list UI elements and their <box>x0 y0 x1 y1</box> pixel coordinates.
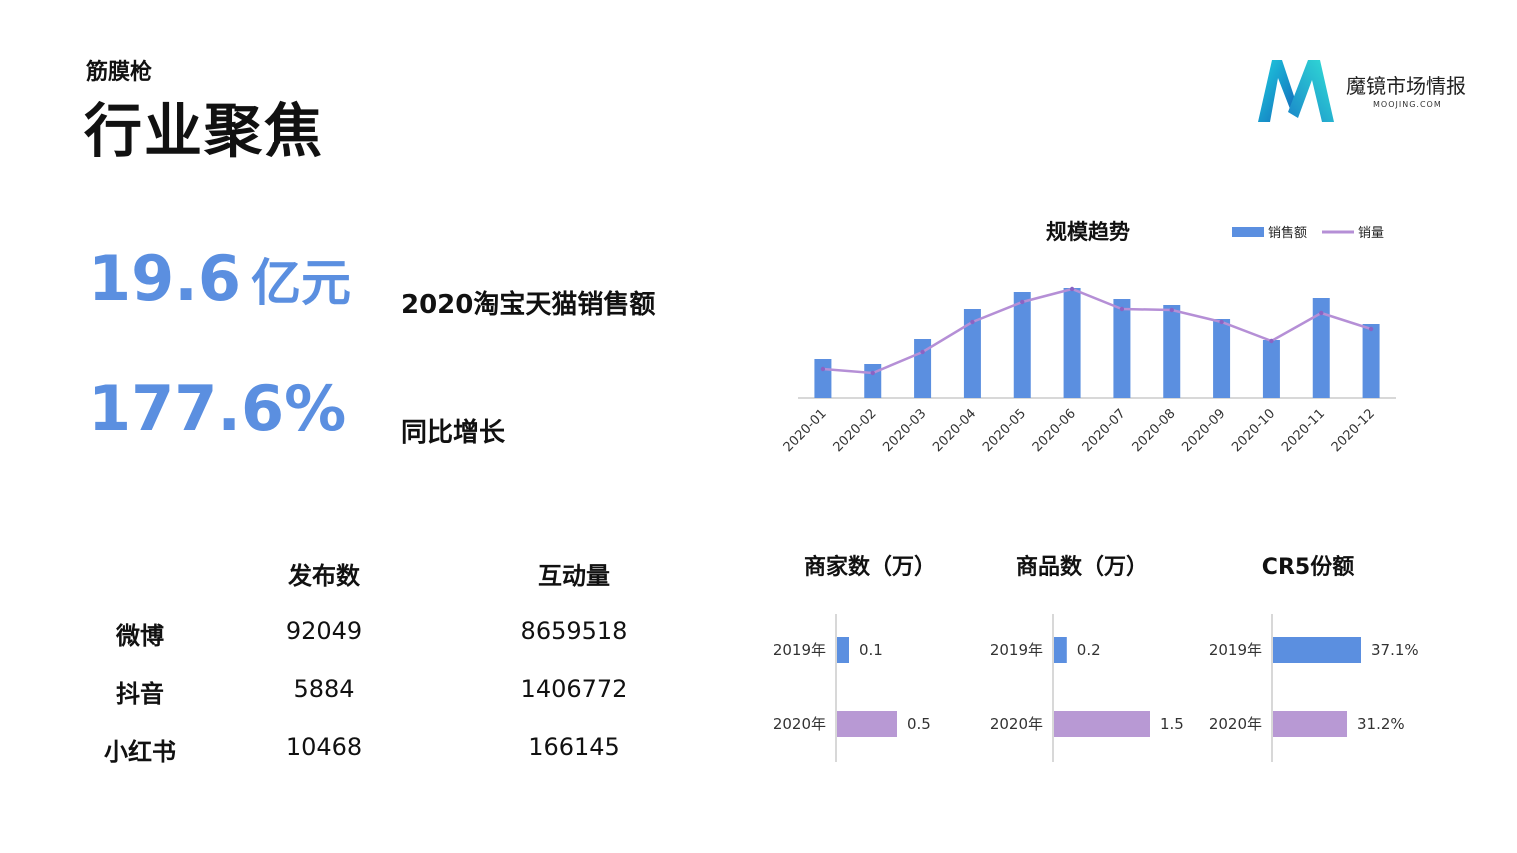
table-row-xiaohongshu-posts: 10468 <box>285 733 363 761</box>
trend-point-7 <box>1119 306 1125 312</box>
value-label-products-1: 0.2 <box>1077 641 1101 659</box>
bar-cr5-2 <box>1273 711 1348 737</box>
trend-point-5 <box>1020 299 1025 305</box>
trend-tick-4: 2020-04 <box>930 406 979 455</box>
trend-point-9 <box>1219 319 1224 325</box>
trend-bar-9 <box>1213 319 1231 398</box>
trend-point-8 <box>1169 307 1174 313</box>
bar-merchants-1 <box>837 637 849 663</box>
table-header-posts: 发布数 <box>288 562 360 590</box>
category-label-cr5-1: 2019年 <box>1209 641 1262 659</box>
trend-bar-11 <box>1312 298 1330 398</box>
trend-point-4 <box>970 319 975 325</box>
table-header-interactions: 互动量 <box>538 562 610 590</box>
trend-tick-6: 2020-06 <box>1030 406 1079 455</box>
category-label-products-1: 2019年 <box>990 641 1043 659</box>
table-row-douyin-interactions: 1406772 <box>520 675 628 703</box>
kpi-sales-number: 19.6 <box>88 242 241 315</box>
value-label-cr5-2: 31.2% <box>1357 715 1405 733</box>
bar-merchants-2 <box>837 711 897 737</box>
legend-line-label: 销量 <box>1358 226 1384 241</box>
table-row-douyin-name: 抖音 <box>116 680 164 708</box>
trend-tick-7: 2020-07 <box>1080 406 1129 455</box>
trend-bar-12 <box>1362 324 1380 398</box>
kpi-growth-label: 同比增长 <box>401 418 506 448</box>
trend-bar-7 <box>1113 299 1131 398</box>
trend-tick-12: 2020-12 <box>1329 406 1378 455</box>
logo-domain: MOOJING.COM <box>1373 100 1442 109</box>
trend-point-2 <box>870 370 875 376</box>
table-row-douyin-posts: 5884 <box>293 675 355 703</box>
chart-title-cr5: CR5份额 <box>1262 555 1354 580</box>
bar-products-1 <box>1054 637 1067 663</box>
value-label-merchants-2: 0.5 <box>907 715 931 733</box>
trend-bar-2 <box>864 364 882 398</box>
logo-name: 魔镜市场情报 <box>1346 74 1466 98</box>
category-label-merchants-1: 2019年 <box>773 641 826 659</box>
page-subtitle: 筋膜枪 <box>86 60 153 85</box>
trend-bar-4 <box>963 309 981 398</box>
trend-point-3 <box>920 349 925 355</box>
trend-bar-1 <box>814 359 832 398</box>
legend-bar-swatch <box>1232 227 1264 237</box>
trend-point-6 <box>1069 286 1075 292</box>
kpi-growth-value: 177.6% <box>88 372 347 445</box>
page-title: 行业聚焦 <box>84 97 325 165</box>
category-label-cr5-2: 2020年 <box>1209 715 1262 733</box>
chart-title-products: 商品数（万） <box>1016 554 1148 580</box>
trend-point-11 <box>1319 310 1324 316</box>
table-row-xiaohongshu-name: 小红书 <box>104 738 176 766</box>
category-label-merchants-2: 2020年 <box>773 715 826 733</box>
table-row-xiaohongshu-interactions: 166145 <box>528 733 620 761</box>
kpi-sales-value: 19.6 亿元 <box>88 242 351 315</box>
category-label-products-2: 2020年 <box>990 715 1043 733</box>
trend-tick-9: 2020-09 <box>1179 406 1228 455</box>
trend-point-10 <box>1269 338 1274 344</box>
value-label-products-2: 1.5 <box>1160 715 1184 733</box>
trend-tick-3: 2020-03 <box>880 406 929 455</box>
trend-chart-title: 规模趋势 <box>1046 220 1130 244</box>
value-label-merchants-1: 0.1 <box>859 641 883 659</box>
trend-bar-6 <box>1063 288 1081 398</box>
trend-point-12 <box>1368 326 1374 332</box>
bar-cr5-1 <box>1273 637 1361 663</box>
small-bar-charts: 商家数（万） 2019年 0.1 2020年 0.5 商品数（万） 2019年 0.2 2020… <box>773 554 1419 762</box>
table-row-weibo-name: 微博 <box>116 622 164 650</box>
bar-products-2 <box>1054 711 1150 737</box>
trend-bar-5 <box>1013 292 1031 398</box>
moojing-logo-icon <box>1258 60 1334 122</box>
trend-point-1 <box>820 366 826 372</box>
trend-tick-11: 2020-11 <box>1279 406 1328 455</box>
table-row-weibo-interactions: 8659518 <box>520 617 628 645</box>
legend-bar-label: 销售额 <box>1268 225 1307 241</box>
trend-tick-2: 2020-02 <box>831 406 880 455</box>
trend-tick-10: 2020-10 <box>1229 406 1278 455</box>
chart-title-merchants: 商家数（万） <box>804 554 936 580</box>
kpi-sales-unit: 亿元 <box>250 254 351 312</box>
value-label-cr5-1: 37.1% <box>1371 641 1419 659</box>
table-row-weibo-posts: 92049 <box>285 617 363 645</box>
logo: 魔镜市场情报 MOOJING.COM <box>1252 56 1492 126</box>
trend-tick-1: 2020-01 <box>781 406 830 455</box>
trend-bar-8 <box>1163 305 1181 398</box>
trend-tick-8: 2020-08 <box>1130 406 1179 455</box>
trend-bar-10 <box>1262 340 1280 398</box>
trend-line <box>822 287 1372 375</box>
kpi-sales-label: 2020淘宝天猫销售额 <box>401 290 656 320</box>
trend-tick-5: 2020-05 <box>980 406 1029 455</box>
